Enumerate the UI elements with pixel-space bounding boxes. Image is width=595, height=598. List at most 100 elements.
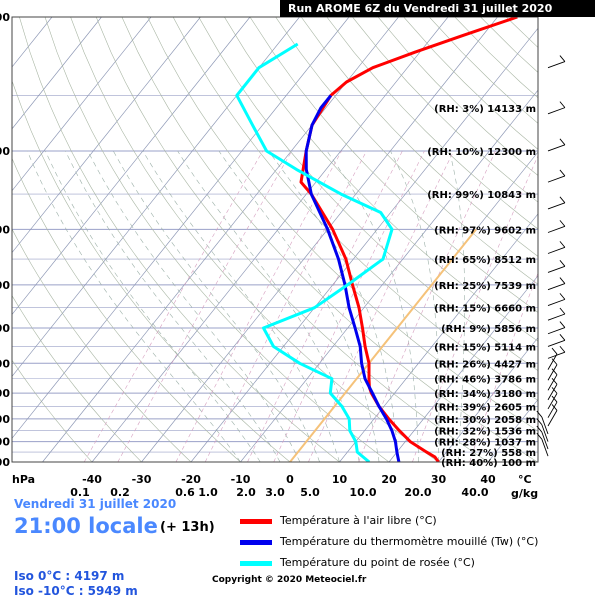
mixing-ratio-tick-label: 0.6 <box>175 486 195 499</box>
height-rh-label: (RH: 46%) 3786 m <box>434 375 536 386</box>
mixing-ratio-tick-label: 10.0 <box>349 486 376 499</box>
x-tick-label: 30 <box>431 473 447 486</box>
moist-adiabat <box>27 151 240 462</box>
y-tick-label: 1000 <box>0 456 10 469</box>
x-tick-label: -20 <box>181 473 201 486</box>
height-rh-label: (RH: 34%) 3180 m <box>434 389 536 400</box>
isotherm-line <box>0 17 250 462</box>
wind-barb-icon <box>548 176 565 182</box>
x-tick-label: 20 <box>381 473 397 486</box>
height-rh-label: (RH: 32%) 1536 m <box>434 427 536 438</box>
height-rh-label: (RH: 15%) 5114 m <box>434 342 536 353</box>
y-tick-label: 700 <box>0 387 10 400</box>
wind-barb-flag <box>560 56 565 62</box>
wind-barb-flag <box>560 241 565 247</box>
wind-barb-icon <box>548 203 565 209</box>
y-axis-label: hPa <box>12 473 35 486</box>
height-rh-label: (RH: 40%) 100 m <box>441 458 536 469</box>
wind-barb-icon <box>548 410 557 426</box>
x-tick-label: 10 <box>332 473 348 486</box>
x-tick-label: -10 <box>231 473 251 486</box>
wind-barb-flag <box>560 278 565 284</box>
isotherm-line <box>92 17 448 462</box>
isotherm-line <box>0 17 102 462</box>
mixing-ratio-tick-label: 3.0 <box>265 486 285 499</box>
moist-adiabat <box>65 151 280 462</box>
wind-barb-icon <box>548 299 565 305</box>
x-tick-label: 40 <box>480 473 496 486</box>
legend-swatch-temperature <box>240 519 272 524</box>
isotherm-line <box>241 17 595 462</box>
mixing-ratio-line <box>205 151 366 462</box>
wind-barb-flag <box>552 348 557 354</box>
y-tick-label: 900 <box>0 436 10 449</box>
height-rh-label: (RH: 39%) 2605 m <box>434 402 536 413</box>
height-rh-label: (RH: 97%) 9602 m <box>434 225 536 236</box>
x-tick-label: -40 <box>82 473 102 486</box>
wind-barb-flag <box>560 220 565 226</box>
dry-adiabat <box>71 17 439 462</box>
legend-label-dewpoint: Température du point de rosée (°C) <box>280 556 475 569</box>
isotherm-line <box>0 17 300 462</box>
mixing-ratio-tick-label: 2.0 <box>236 486 256 499</box>
iso-zero-level: Iso 0°C : 4197 m <box>14 569 124 583</box>
height-rh-label: (RH: 65%) 8512 m <box>434 255 536 266</box>
wind-barb-flag <box>560 308 565 314</box>
mixing-ratio-tick-label: 40.0 <box>461 486 488 499</box>
wind-barb-icon <box>548 266 565 272</box>
wind-barb-flag <box>560 260 565 266</box>
height-rh-label: (RH: 30%) 2058 m <box>434 415 536 426</box>
wind-barb-icon <box>548 314 565 320</box>
y-tick-label: 800 <box>0 413 10 426</box>
y-tick-label: 300 <box>0 223 10 236</box>
wind-barb-icon <box>548 328 565 334</box>
isotherm-line <box>538 17 595 462</box>
height-rh-label: (RH: 25%) 7539 m <box>434 281 536 292</box>
copyright: Copyright © 2020 Meteociel.fr <box>212 575 366 585</box>
dry-adiabat <box>0 17 142 462</box>
wind-barb-icon <box>548 226 565 232</box>
legend-label-wetbulb: Température du thermomètre mouillé (Tw) … <box>280 535 538 548</box>
wind-barb-icon <box>548 145 565 151</box>
mixing-ratio-tick-label: 1.0 <box>198 486 218 499</box>
dry-adiabat <box>19 17 339 462</box>
wind-barb-icon <box>548 247 565 253</box>
wind-barb-icon <box>542 417 548 434</box>
legend-label-temperature: Température à l'air libre (°C) <box>280 514 437 527</box>
y-tick-label: 200 <box>0 145 10 158</box>
height-rh-label: (RH: 99%) 10843 m <box>427 190 536 201</box>
wind-barb-flag <box>560 334 565 340</box>
wind-barb-flag <box>560 102 565 108</box>
wind-barb-icon <box>548 284 565 290</box>
mixing-ratio-tick-label: 5.0 <box>300 486 320 499</box>
chart-title: Run AROME 6Z du Vendredi 31 juillet 2020 <box>280 0 595 17</box>
wetbulb-curve <box>306 95 399 462</box>
wind-barb-icon <box>548 340 565 346</box>
moist-adiabat <box>269 151 399 462</box>
legend-swatch-wetbulb <box>240 540 272 545</box>
wind-barb-icon <box>548 108 565 114</box>
mixing-ratio-unit-label: g/kg <box>511 487 538 500</box>
height-rh-label: (RH: 15%) 6660 m <box>434 304 536 315</box>
dry-adiabat <box>250 17 595 462</box>
wind-barb-icon <box>548 393 557 409</box>
height-rh-label: (RH: 3%) 14133 m <box>434 104 536 115</box>
forecast-time: 21:00 locale <box>14 514 158 538</box>
forecast-date: Vendredi 31 juillet 2020 <box>14 497 176 511</box>
x-unit-label: °C <box>518 473 532 486</box>
wind-barb-flag <box>560 322 565 328</box>
x-tick-label: 0 <box>286 473 294 486</box>
y-tick-label: 600 <box>0 357 10 370</box>
forecast-offset: (+ 13h) <box>160 520 215 535</box>
isotherm-line <box>0 17 201 462</box>
legend-swatch-dewpoint <box>240 561 272 566</box>
height-rh-label: (RH: 9%) 5856 m <box>441 324 536 335</box>
mixing-ratio-tick-label: 20.0 <box>404 486 431 499</box>
height-rh-label: (RH: 10%) 12300 m <box>427 147 536 158</box>
moist-adiabat <box>88 151 300 462</box>
mixing-ratio-line <box>248 151 403 462</box>
isotherm-line <box>0 17 349 462</box>
dry-adiabat <box>0 17 240 462</box>
height-rh-label: (RH: 28%) 1037 m <box>434 438 536 449</box>
dry-adiabat <box>224 17 595 462</box>
